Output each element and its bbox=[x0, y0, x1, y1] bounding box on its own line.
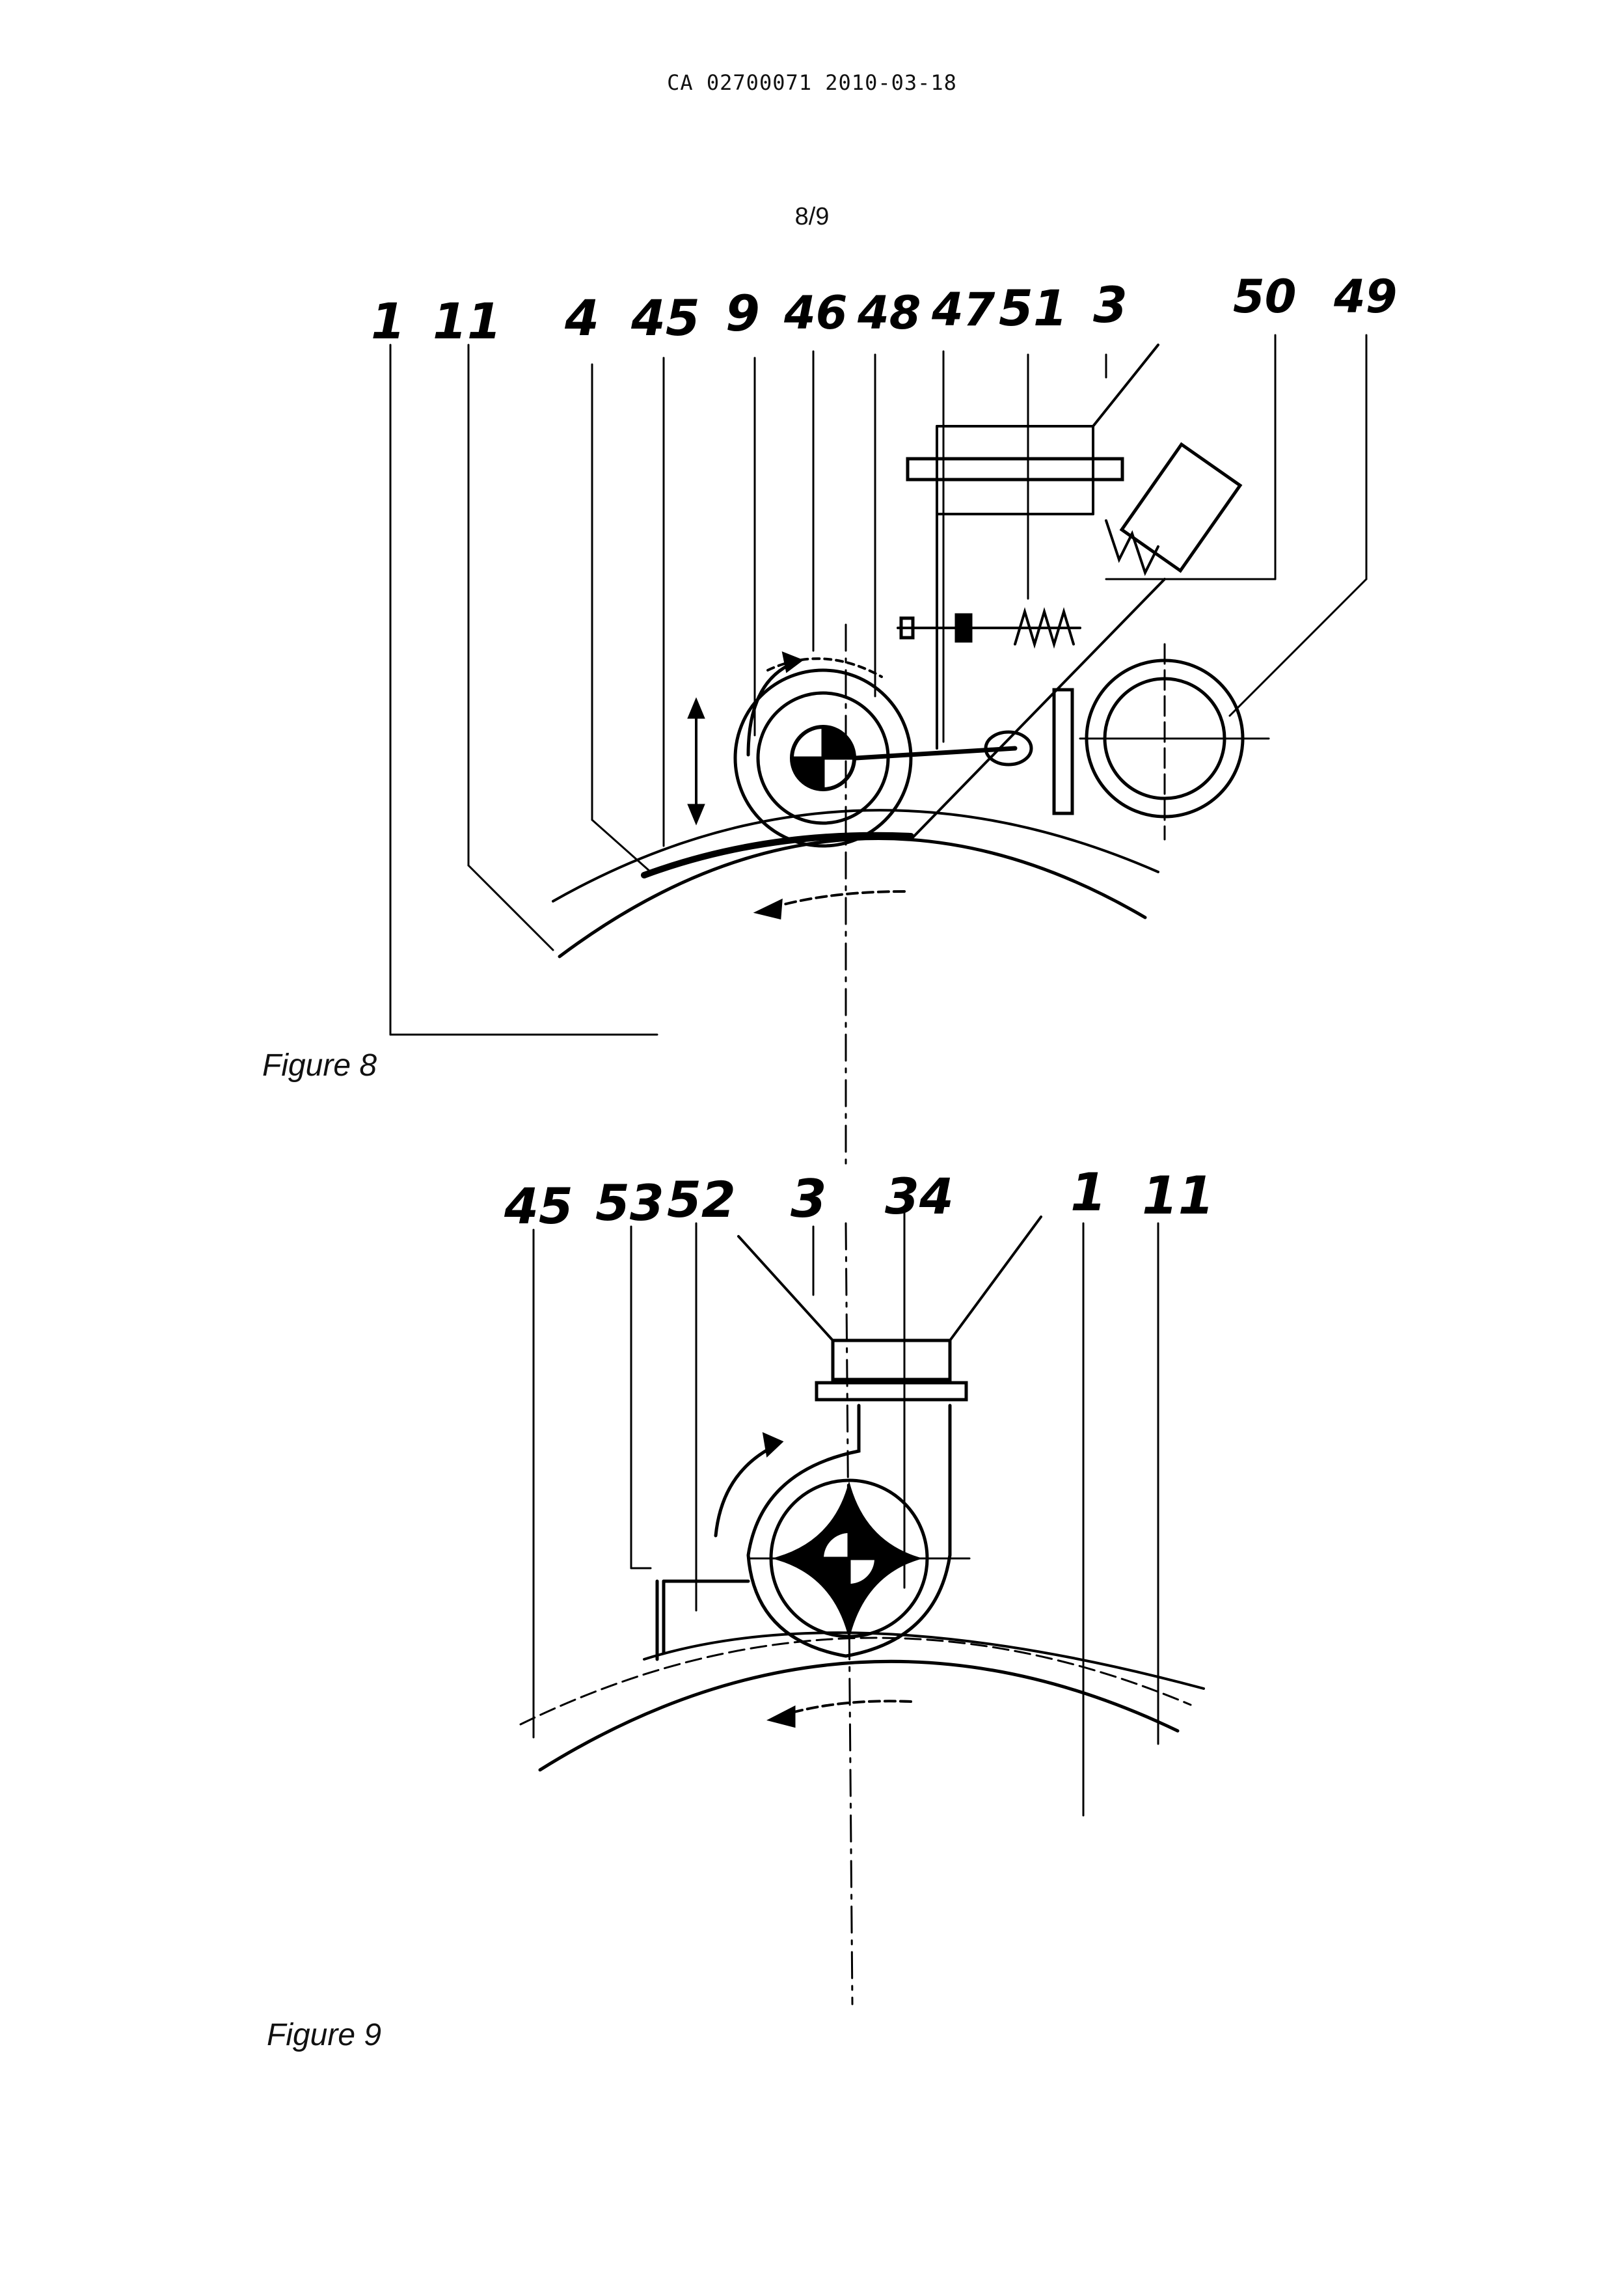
fig8-plate bbox=[1054, 690, 1072, 813]
fig9-label-3: 3 bbox=[791, 1169, 827, 1229]
fig9-label-52: 52 bbox=[667, 1171, 736, 1229]
fig8-label-45: 45 bbox=[630, 289, 700, 347]
fig9-hopper-flange bbox=[817, 1383, 966, 1400]
fig8-arrowhead bbox=[784, 654, 800, 670]
fig8-label-9: 9 bbox=[725, 284, 760, 342]
figure-8-labels: 1 11 4 45 9 46 48 47 51 3 50 49 bbox=[371, 270, 1397, 350]
fig8-label-48: 48 bbox=[857, 286, 921, 340]
figure-8-caption: Figure 8 bbox=[262, 1048, 377, 1083]
figure-8-drawing bbox=[390, 335, 1366, 1171]
fig8-label-49: 49 bbox=[1333, 270, 1397, 323]
figure-9-labels: 45 53 52 3 34 1 11 bbox=[504, 1162, 1214, 1235]
fig9-housing-arc bbox=[644, 1633, 1204, 1689]
figure-9-drawing bbox=[521, 1210, 1204, 2004]
fig9-label-45: 45 bbox=[504, 1177, 573, 1235]
fig8-label-51: 51 bbox=[999, 279, 1068, 337]
fig9-label-53: 53 bbox=[595, 1174, 664, 1232]
fig8-label-1: 1 bbox=[371, 292, 405, 350]
fig8-hub-quadrant-2 bbox=[792, 758, 823, 789]
fig9-label-1: 1 bbox=[1070, 1162, 1107, 1223]
fig8-hub-quadrant-1 bbox=[823, 727, 854, 758]
fig8-label-3: 3 bbox=[1093, 276, 1128, 334]
figure-9-caption: Figure 9 bbox=[267, 2017, 381, 2053]
fig9-label-11: 11 bbox=[1142, 1165, 1214, 1226]
fig8-hopper-flange bbox=[908, 459, 1122, 480]
fig8-label-47: 47 bbox=[931, 283, 995, 336]
fig9-hopper-neck bbox=[833, 1340, 950, 1379]
fig8-label-50: 50 bbox=[1233, 270, 1296, 323]
fig9-drum-dashed-arc bbox=[521, 1638, 1191, 1724]
fig9-label-34: 34 bbox=[885, 1167, 954, 1225]
fig8-label-11: 11 bbox=[433, 292, 502, 350]
fig8-label-4: 4 bbox=[564, 289, 599, 347]
fig9-rotation-arrow bbox=[716, 1445, 778, 1536]
fig8-drum-inner-arc bbox=[553, 810, 1158, 901]
fig8-label-46: 46 bbox=[783, 286, 847, 340]
fig8-spring-upper bbox=[1106, 521, 1158, 573]
